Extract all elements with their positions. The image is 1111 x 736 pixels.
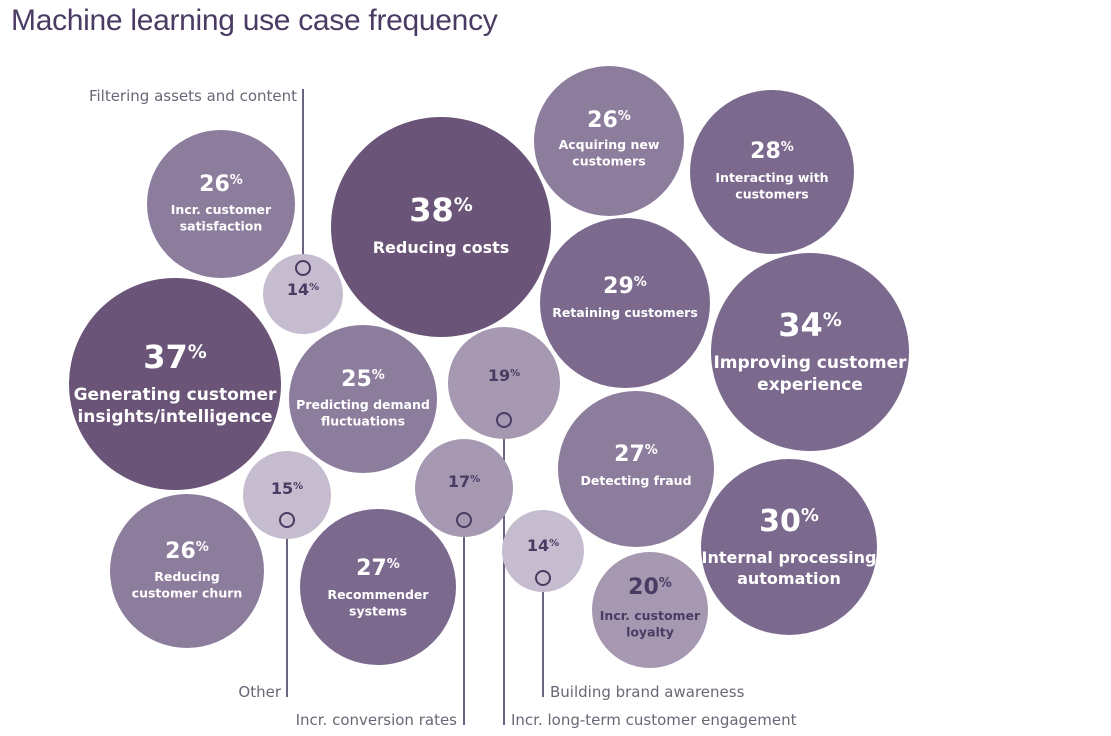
bubble-label: Predicting demand fluctuations bbox=[296, 397, 430, 428]
bubble-value: 26% bbox=[587, 108, 631, 133]
bubble-circle bbox=[263, 254, 343, 334]
bubble-value: 29% bbox=[603, 274, 647, 299]
bubble-label: Recommender systems bbox=[327, 587, 429, 618]
bubble-circle bbox=[69, 278, 281, 490]
bubble-circle bbox=[592, 552, 708, 668]
bubble-circle bbox=[534, 66, 684, 216]
bubble-circle bbox=[448, 327, 560, 439]
callout-label: Building brand awareness bbox=[550, 683, 745, 701]
bubble-value: 25% bbox=[341, 367, 385, 392]
bubble-circle bbox=[289, 325, 437, 473]
bubble-circle bbox=[701, 459, 877, 635]
bubble-value: 37% bbox=[143, 338, 207, 376]
bubble-circle bbox=[540, 218, 710, 388]
bubble-acquiring-new-customers: 26% Acquiring new customers bbox=[534, 66, 684, 216]
bubble-filtering-assets-and-content: 14% bbox=[263, 254, 343, 334]
bubble-value: 26% bbox=[199, 172, 243, 197]
bubble-other: 15% bbox=[243, 451, 331, 539]
callout-dot bbox=[295, 260, 311, 276]
bubble-circle bbox=[558, 391, 714, 547]
bubble-label: Reducing customer churn bbox=[132, 569, 243, 600]
bubble-value: 20% bbox=[628, 575, 672, 600]
bubbles: 38% Reducing costs 37% Generating customer i… bbox=[69, 66, 909, 668]
bubble-label: Reducing costs bbox=[373, 238, 510, 257]
bubble-label: Incr. customer satisfaction bbox=[171, 202, 272, 233]
bubble-incr-customer-satisfaction: 26% Incr. customer satisfaction bbox=[147, 130, 295, 278]
bubble-incr-conversion-rates: 17% bbox=[415, 439, 513, 537]
bubble-label: Interacting with customers bbox=[715, 170, 828, 201]
bubble-value: 28% bbox=[750, 139, 794, 164]
bubble-circle bbox=[502, 510, 584, 592]
bubble-value: 30% bbox=[759, 504, 819, 539]
bubble-circle bbox=[415, 439, 513, 537]
bubble-label: Detecting fraud bbox=[580, 473, 691, 488]
callout-dot bbox=[456, 512, 472, 528]
bubble-value: 14% bbox=[287, 280, 319, 299]
bubble-value: 27% bbox=[356, 556, 400, 581]
callout-dot bbox=[496, 412, 512, 428]
bubble-improving-customer-experience: 34% Improving customer experience bbox=[711, 253, 909, 451]
callout-label: Incr. long-term customer engagement bbox=[511, 711, 797, 729]
callout-dot bbox=[279, 512, 295, 528]
bubble-interacting-with-customers: 28% Interacting with customers bbox=[690, 90, 854, 254]
bubble-recommender-systems: 27% Recommender systems bbox=[300, 509, 456, 665]
bubble-retaining-customers: 29% Retaining customers bbox=[540, 218, 710, 388]
bubble-value: 17% bbox=[448, 472, 480, 491]
callout-label: Other bbox=[238, 683, 281, 701]
callout-markers: Incr. long-term customer engagement Incr.… bbox=[89, 87, 797, 729]
bubble-value: 14% bbox=[527, 536, 559, 555]
bubble-value: 19% bbox=[488, 366, 520, 385]
bubble-reducing-customer-churn: 26% Reducing customer churn bbox=[110, 494, 264, 648]
bubble-reducing-costs: 38% Reducing costs bbox=[331, 117, 551, 337]
bubble-label: Acquiring new customers bbox=[559, 137, 660, 168]
bubble-predicting-demand-fluctuations: 25% Predicting demand fluctuations bbox=[289, 325, 437, 473]
bubble-label: Generating customer insights/intelligence bbox=[74, 385, 277, 427]
bubble-label: Improving customer experience bbox=[713, 353, 907, 395]
bubble-circle bbox=[243, 451, 331, 539]
bubble-label: Incr. customer loyalty bbox=[600, 608, 701, 639]
bubble-circle bbox=[331, 117, 551, 337]
bubble-generating-customer-insights-intelligence: 37% Generating customer insights/intellige… bbox=[69, 278, 281, 490]
bubble-label: Retaining customers bbox=[552, 305, 698, 320]
bubble-detecting-fraud: 27% Detecting fraud bbox=[558, 391, 714, 547]
bubble-incr-long-term-customer-engagement: 19% bbox=[448, 327, 560, 439]
bubble-circle bbox=[300, 509, 456, 665]
chart-title: Machine learning use case frequency bbox=[11, 4, 498, 37]
bubble-label: Internal processing automation bbox=[701, 548, 876, 588]
bubble-value: 15% bbox=[271, 479, 303, 498]
bubble-value: 27% bbox=[614, 442, 658, 467]
bubble-value: 26% bbox=[165, 539, 209, 564]
bubble-building-brand-awareness: 14% bbox=[502, 510, 584, 592]
callout-label: Incr. conversion rates bbox=[296, 711, 458, 729]
bubble-circle bbox=[690, 90, 854, 254]
bubble-circle bbox=[711, 253, 909, 451]
bubble-internal-processing-automation: 30% Internal processing automation bbox=[701, 459, 877, 635]
bubble-value: 38% bbox=[409, 191, 473, 229]
callout-label: Filtering assets and content bbox=[89, 87, 297, 105]
bubble-circle bbox=[147, 130, 295, 278]
bubble-incr-customer-loyalty: 20% Incr. customer loyalty bbox=[592, 552, 708, 668]
bubble-circle bbox=[110, 494, 264, 648]
bubble-value: 34% bbox=[778, 306, 842, 344]
callout-dot bbox=[535, 570, 551, 586]
